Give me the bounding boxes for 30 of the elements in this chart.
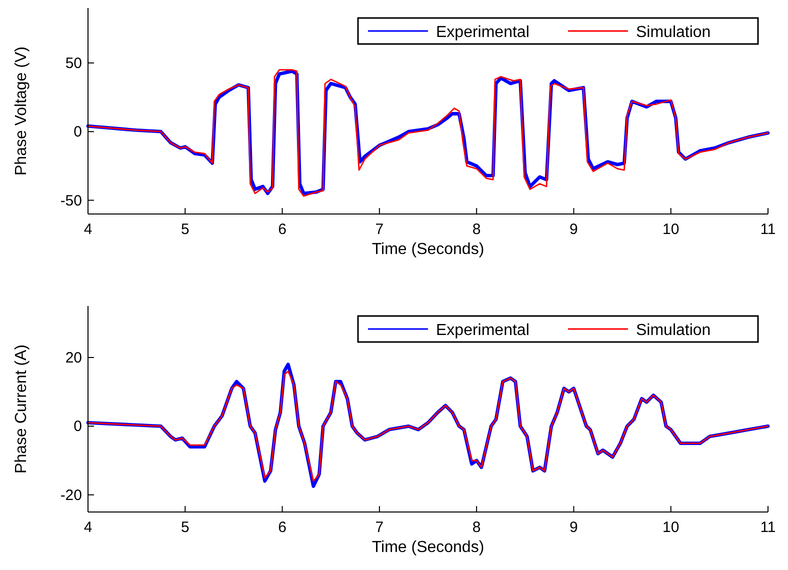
x-tick-label: 9 [570,519,578,536]
x-tick-label: 5 [180,519,190,536]
legend-label: Experimental [436,322,530,339]
x-axis-title: Time (Seconds) [372,539,484,556]
legend-label: Simulation [636,24,711,41]
x-axis-title: Time (Seconds) [372,241,484,258]
y-axis-title: Phase Voltage (V) [13,46,30,176]
x-tick-label: 11 [760,519,776,536]
y-axis-title: Phase Current (A) [13,344,30,474]
legend-label: Simulation [636,322,711,339]
x-tick-label: 10 [662,221,680,238]
x-tick-label: 9 [570,221,578,238]
y-tick-label: 50 [65,54,82,72]
x-tick-label: 7 [375,221,384,238]
x-tick-label: 8 [472,221,481,238]
x-tick-label: 4 [84,221,92,238]
y-tick-label: 0 [74,418,82,436]
x-tick-label: 4 [84,519,92,536]
x-tick-label: 6 [278,519,286,536]
y-tick-label: -50 [60,192,82,210]
x-tick-label: 6 [278,221,286,238]
y-tick-label: 20 [65,350,82,366]
x-tick-label: 5 [180,221,190,238]
legend-label: Experimental [436,24,530,41]
x-tick-label: 7 [375,519,384,536]
x-tick-label: 8 [472,519,481,536]
x-tick-label: 11 [760,221,776,238]
x-tick-label: 10 [662,519,680,536]
y-tick-label: 0 [74,124,82,141]
y-tick-label: -20 [60,486,82,504]
